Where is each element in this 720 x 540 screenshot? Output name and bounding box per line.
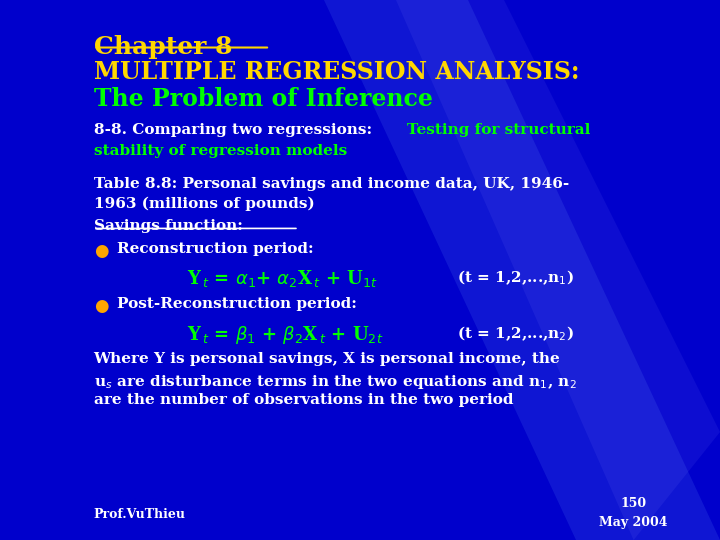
Text: Prof.VuThieu: Prof.VuThieu — [94, 508, 186, 521]
Text: stability of regression models: stability of regression models — [94, 144, 347, 158]
Text: Savings function:: Savings function: — [94, 219, 243, 233]
Text: ●: ● — [94, 297, 108, 315]
Text: Reconstruction period:: Reconstruction period: — [117, 242, 314, 256]
Text: 1963 (millions of pounds): 1963 (millions of pounds) — [94, 197, 315, 212]
Text: May 2004: May 2004 — [599, 516, 668, 529]
Text: 8-8. Comparing two regressions:: 8-8. Comparing two regressions: — [94, 123, 377, 137]
Text: are the number of observations in the two period: are the number of observations in the tw… — [94, 393, 513, 407]
Polygon shape — [324, 0, 720, 540]
Text: ●: ● — [94, 242, 108, 260]
Text: (t = 1,2,...,n$_1$): (t = 1,2,...,n$_1$) — [457, 268, 574, 287]
Text: Post-Reconstruction period:: Post-Reconstruction period: — [117, 297, 357, 311]
Text: MULTIPLE REGRESSION ANALYSIS:: MULTIPLE REGRESSION ANALYSIS: — [94, 60, 579, 84]
Polygon shape — [396, 0, 720, 540]
Text: u$_s$ are disturbance terms in the two equations and n$_1$, n$_2$: u$_s$ are disturbance terms in the two e… — [94, 373, 576, 390]
Text: Y$_{\,t}$ = $\beta_1$ + $\beta_2$X$_{\,t}$ + U$_{2t}$: Y$_{\,t}$ = $\beta_1$ + $\beta_2$X$_{\,t… — [187, 324, 384, 346]
Text: Y$_{\,t}$ = $\alpha_1$+ $\alpha_2$X$_{\,t}$ + U$_{1t}$: Y$_{\,t}$ = $\alpha_1$+ $\alpha_2$X$_{\,… — [187, 268, 378, 289]
Text: Testing for structural: Testing for structural — [407, 123, 590, 137]
Text: Table 8.8: Personal savings and income data, UK, 1946-: Table 8.8: Personal savings and income d… — [94, 177, 569, 191]
Text: The Problem of Inference: The Problem of Inference — [94, 87, 433, 111]
Text: (t = 1,2,...,n$_2$): (t = 1,2,...,n$_2$) — [457, 324, 574, 342]
Text: Where Y is personal savings, X is personal income, the: Where Y is personal savings, X is person… — [94, 352, 560, 366]
Text: 150: 150 — [621, 497, 647, 510]
Text: Chapter 8: Chapter 8 — [94, 35, 232, 59]
